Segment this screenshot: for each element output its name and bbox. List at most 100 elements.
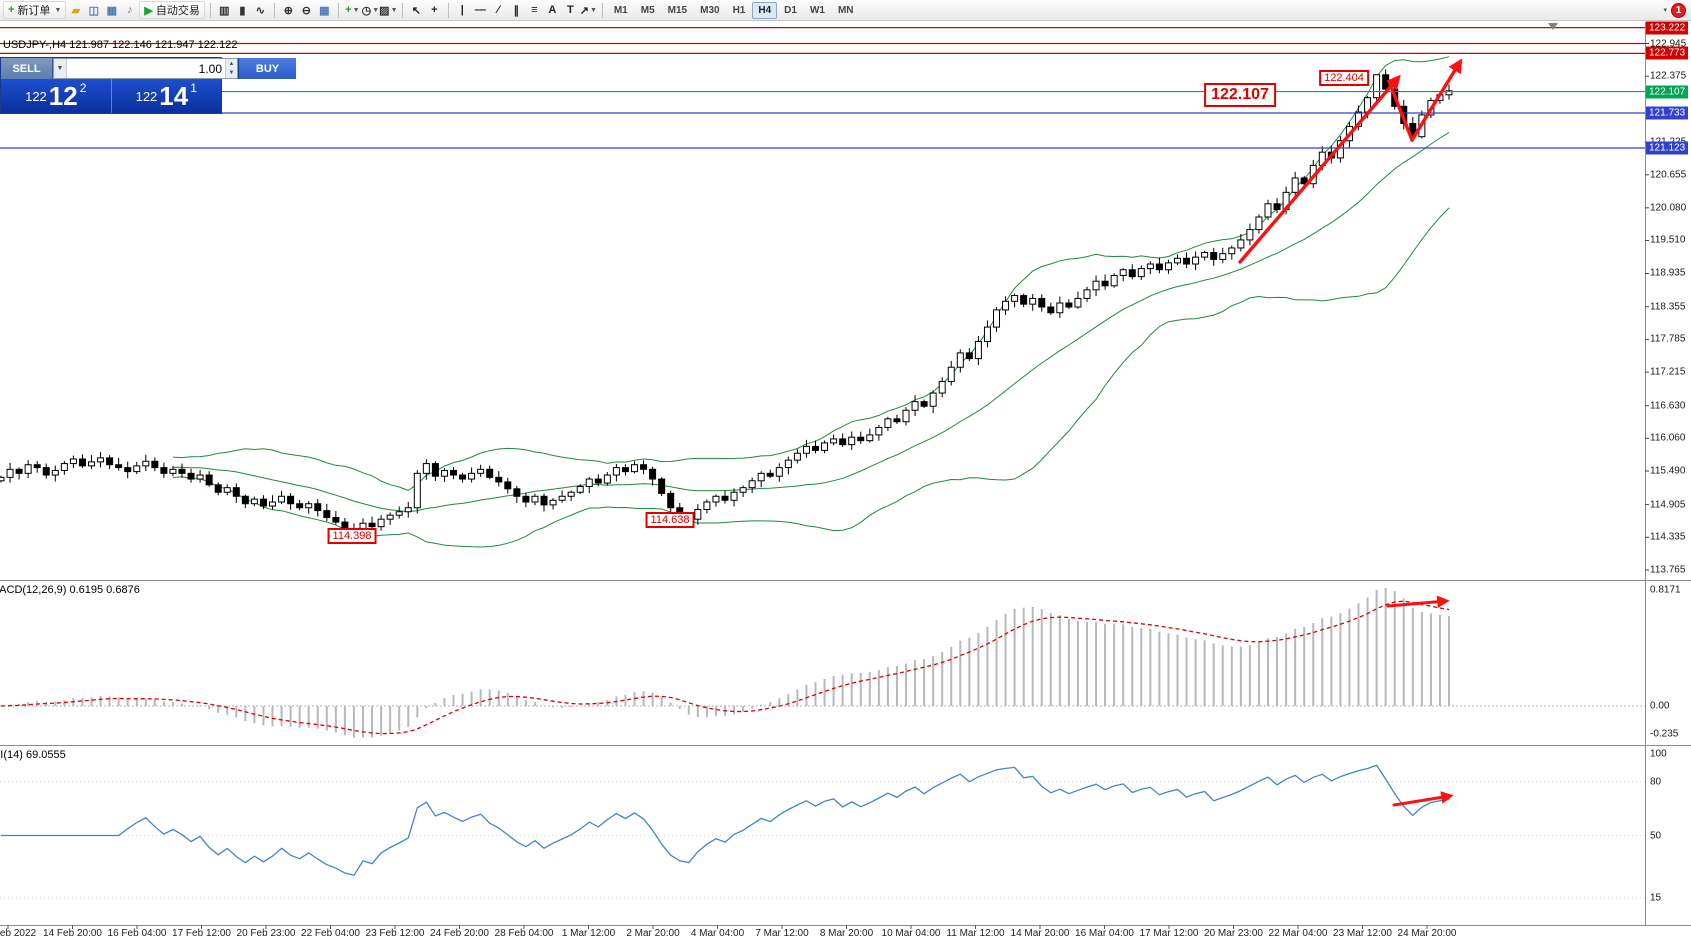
equidistant-channel-icon[interactable]: ∥ [508,2,525,19]
timeframe-M5[interactable]: M5 [640,4,655,16]
indicators-icon[interactable]: + ▼ [344,2,361,19]
buy-price[interactable]: 122 14 1 [112,79,222,113]
time-label: 17 Feb 12:00 [172,928,231,939]
price-annotation[interactable]: 122.404 [1319,70,1369,86]
macd-scale-label: 0.8171 [1650,584,1681,596]
macd-arrow[interactable] [1386,595,1450,609]
crosshair-icon[interactable]: + [426,2,443,19]
time-label: 16 Feb 04:00 [107,928,167,939]
toolbar-overflow-caret[interactable]: ▾ [1663,7,1667,14]
price-line-label: 122.773 [1646,46,1689,60]
periods-icon[interactable]: ◷ ▼ [362,2,380,19]
volume-input[interactable] [67,59,225,78]
text-icon[interactable]: A [544,2,561,19]
chart-title: USDJPY-,H4 121.987 122.146 121.947 122.1… [3,39,238,51]
time-label: 24 Feb 20:00 [430,928,489,939]
timeframe-M1[interactable]: M1 [613,4,628,16]
volume-stepper[interactable]: ▲ ▼ [225,59,237,78]
autotrading-label: 自动交易 [155,5,200,17]
buy-button[interactable]: BUY [238,58,296,79]
timeframe-H1[interactable]: H1 [732,4,746,16]
trade-panel-controls: SELL ▼ ▲▼ BUY [1,58,296,79]
volume-down-icon[interactable]: ▼ [226,68,237,78]
vertical-line-icon[interactable]: | [454,2,471,19]
timeframe-H4[interactable]: H4 [752,1,778,19]
volume-up-icon[interactable]: ▲ [226,59,237,69]
chart-list-icon[interactable]: ▦ [103,2,120,19]
bar-chart-icon: ▥ [219,4,230,17]
arrows-tool-icon: ↗ [579,4,589,17]
text-icon: A [548,4,557,16]
notification-badge[interactable]: 1 [1671,2,1686,18]
time-label: 8 Mar 20:00 [819,928,874,939]
candlesticks [0,69,1453,536]
rsi-arrow[interactable] [1392,791,1454,807]
line-chart-icon: ∿ [255,4,265,17]
price-line-label: 121.123 [1646,141,1689,155]
vertical-line-icon: | [460,4,464,16]
alerts-icon[interactable]: ♪ [121,2,138,19]
toolbar-separator [209,2,211,18]
time-label: 22 Mar 04:00 [1268,928,1328,939]
timeframe-M30[interactable]: M30 [700,4,720,16]
autotrading-button[interactable]: ▶ 自动交易 [139,1,205,19]
profiles-icon[interactable]: ▰ [67,2,84,19]
price-tick: 122.945 [1650,38,1687,49]
zoom-out-icon[interactable]: ⊖ [298,2,315,19]
sell-big-figure: 122 [25,88,47,104]
sell-price[interactable]: 122 12 2 [1,79,112,113]
templates-icon[interactable]: ▨ ▼ [379,2,398,19]
macd-label: MACD(12,26,9) 0.6195 0.6876 [0,584,140,596]
timeframe-W1[interactable]: W1 [809,4,825,16]
arrows-tool-icon[interactable]: ↗ ▼ [580,2,597,19]
sell-pips: 12 [48,81,78,111]
sell-button[interactable]: SELL [1,58,53,79]
trend-arrows[interactable] [1238,58,1463,264]
candlestick-chart-icon[interactable]: ▮ [234,2,251,19]
price-tick: 122.375 [1650,70,1687,82]
rsi-scale-label: 100 [1650,748,1667,760]
price-line-label: 121.733 [1646,106,1689,120]
indicators-caret[interactable]: ▼ [352,6,360,14]
buy-big-figure: 122 [135,88,158,104]
price-tick: 117.215 [1650,366,1686,378]
text-label-icon[interactable]: T [562,2,579,19]
rsi-scale-label: 15 [1650,892,1662,904]
time-label: 14 Feb 2022 [0,928,37,939]
price-annotation[interactable]: 122.107 [1204,83,1276,107]
zoom-in-icon[interactable]: ⊕ [280,2,297,19]
price-annotation[interactable]: 114.638 [645,512,695,528]
fibonacci-icon[interactable]: ≡ [526,2,543,19]
price-tick: 118.935 [1650,267,1686,279]
new-chart-icon[interactable]: ◫ [85,2,102,19]
volume-dropdown-caret[interactable]: ▼ [54,59,67,78]
chart-shift-marker[interactable] [1548,23,1558,30]
autotrading-icon: ▶ [144,4,153,17]
time-label: 28 Feb 04:00 [494,928,554,939]
horizontal-level-lines[interactable] [0,27,1645,149]
toolbar-separator [337,2,339,18]
price-annotation[interactable]: 114.398 [327,528,377,544]
bar-chart-icon[interactable]: ▥ [216,2,233,19]
timeframe-MN[interactable]: MN [837,4,854,16]
one-click-trading-panel: SELL ▼ ▲▼ BUY 122 12 2 122 14 1 [0,57,296,114]
line-chart-icon[interactable]: ∿ [252,2,269,19]
templates-caret[interactable]: ▼ [390,6,398,14]
periods-caret[interactable]: ▼ [372,6,380,14]
new-order-caret[interactable]: ▼ [54,6,62,14]
new-order-button[interactable]: + 新订单 ▼ [3,1,67,19]
trendline-icon[interactable]: ∕ [490,2,507,19]
macd-scale-label: -0.235 [1650,728,1679,740]
tile-windows-icon[interactable]: ▦ [316,2,333,19]
arrows-tool-caret[interactable]: ▼ [589,6,597,14]
horizontal-line-icon[interactable]: — [472,2,489,19]
timeframe-M15[interactable]: M15 [667,4,688,16]
price-tick: 116.060 [1650,432,1686,444]
macd-histogram [9,588,1450,738]
time-label: 7 Mar 12:00 [755,928,809,939]
cursor-icon[interactable]: ↖ [408,2,425,19]
time-label: 23 Mar 12:00 [1333,928,1392,939]
timeframe-D1[interactable]: D1 [784,4,797,16]
toolbar-items: + 新订单 ▼ ▰ ◫ ▦ ♪ ▶ 自动交易 ▥ ▮ ∿ ⊕ ⊖ ▦ + ▼ ◷ ▼ ▨ ▼ ↖ + | — ∕ ∥ ≡ A T ↗ ▼ M1 M… [3,1,860,19]
